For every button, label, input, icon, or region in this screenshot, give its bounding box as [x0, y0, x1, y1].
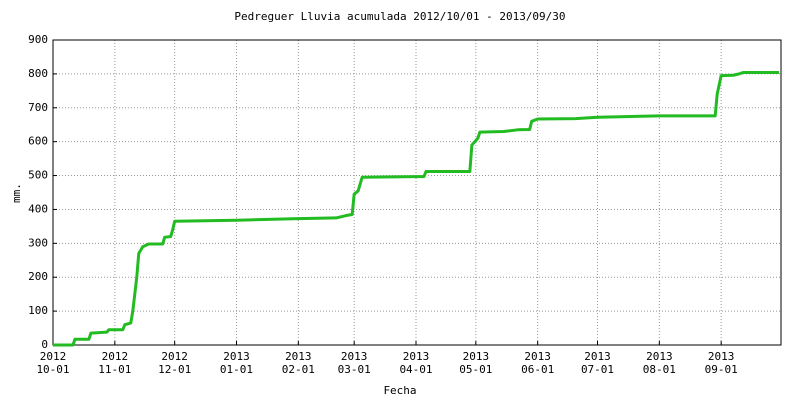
- x-tick-label: 04-01: [399, 363, 432, 376]
- chart-title: Pedreguer Lluvia acumulada 2012/10/01 - …: [234, 10, 565, 23]
- x-tick-label: 01-01: [220, 363, 253, 376]
- y-tick-label: 300: [28, 236, 48, 249]
- y-tick-label: 600: [28, 135, 48, 148]
- y-tick-label: 800: [28, 67, 48, 80]
- x-tick-label: 11-01: [98, 363, 131, 376]
- x-axis-label: Fecha: [383, 384, 416, 397]
- x-tick-label: 05-01: [459, 363, 492, 376]
- y-tick-label: 900: [28, 33, 48, 46]
- x-tick-label: 2012: [102, 350, 129, 363]
- x-tick-label: 03-01: [338, 363, 371, 376]
- y-tick-label: 700: [28, 101, 48, 114]
- data-line: [53, 71, 780, 347]
- x-tick-label: 02-01: [282, 363, 315, 376]
- x-tick-label: 12-01: [158, 363, 191, 376]
- y-tick-label: 500: [28, 169, 48, 182]
- x-tick-label: 2013: [463, 350, 490, 363]
- y-tick-label: 0: [41, 338, 48, 351]
- x-tick-label: 2013: [708, 350, 735, 363]
- x-tick-label: 2012: [40, 350, 67, 363]
- x-tick-label: 2013: [584, 350, 611, 363]
- x-tick-label: 2013: [223, 350, 250, 363]
- plot-frame: [52, 39, 782, 346]
- x-tick-label: 2013: [403, 350, 430, 363]
- x-tick-label: 2013: [285, 350, 312, 363]
- x-tick-label: 2012: [161, 350, 188, 363]
- x-tick-label: 07-01: [581, 363, 614, 376]
- y-axis-label: mm.: [10, 183, 23, 203]
- x-tick-label: 09-01: [705, 363, 738, 376]
- x-tick-label: 2013: [646, 350, 673, 363]
- y-tick-label: 200: [28, 270, 48, 283]
- x-tick-label: 2013: [524, 350, 551, 363]
- y-tick-label: 400: [28, 202, 48, 215]
- x-tick-label: 2013: [341, 350, 368, 363]
- x-tick-label: 08-01: [643, 363, 676, 376]
- y-tick-label: 100: [28, 304, 48, 317]
- x-tick-label: 06-01: [521, 363, 554, 376]
- x-tick-label: 10-01: [36, 363, 69, 376]
